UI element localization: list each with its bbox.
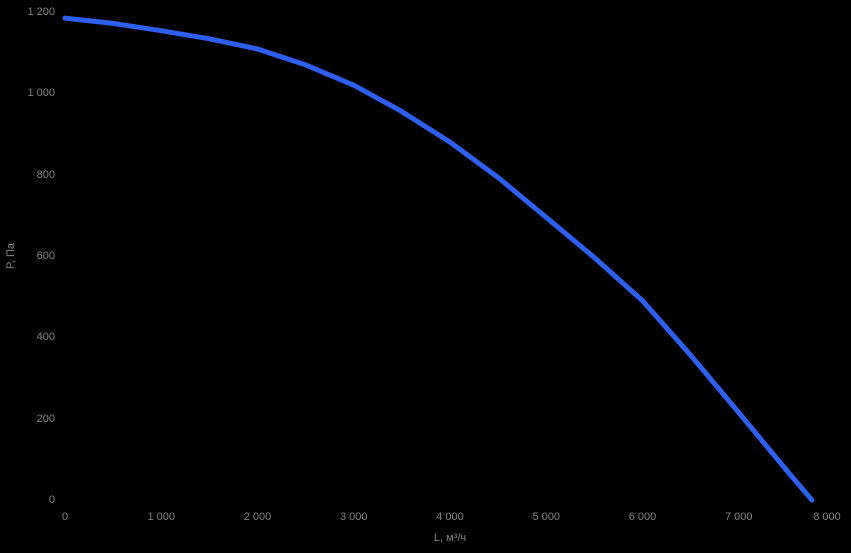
x-axis-tick-label: 5 000 — [532, 511, 561, 523]
y-axis-tick-label: 1 000 — [27, 87, 55, 100]
x-axis-tick-label: 3 000 — [339, 511, 368, 523]
x-axis-tick-label: 0 — [61, 511, 69, 523]
x-axis-tick-label: 8 000 — [813, 511, 841, 523]
x-axis-tick-label: 7 000 — [724, 511, 753, 523]
y-axis-tick-label: 600 — [36, 250, 55, 262]
x-axis-tick-label: 4 000 — [436, 511, 464, 523]
x-axis-tick-label: 2 000 — [243, 511, 272, 523]
y-axis-tick-label: 800 — [36, 168, 55, 181]
x-axis-tick-label: 6 000 — [628, 511, 657, 523]
pressure-flow-curve — [62, 15, 815, 503]
x-axis-tick-label: 1 000 — [147, 511, 176, 523]
y-axis-tick-label: 200 — [36, 412, 55, 425]
y-axis-tick-label: 400 — [36, 331, 55, 344]
x-axis-title: L, м³/ч — [433, 532, 467, 544]
y-axis-tick-label: 1 200 — [27, 6, 55, 18]
y-axis-tick-label: 0 — [48, 494, 55, 506]
